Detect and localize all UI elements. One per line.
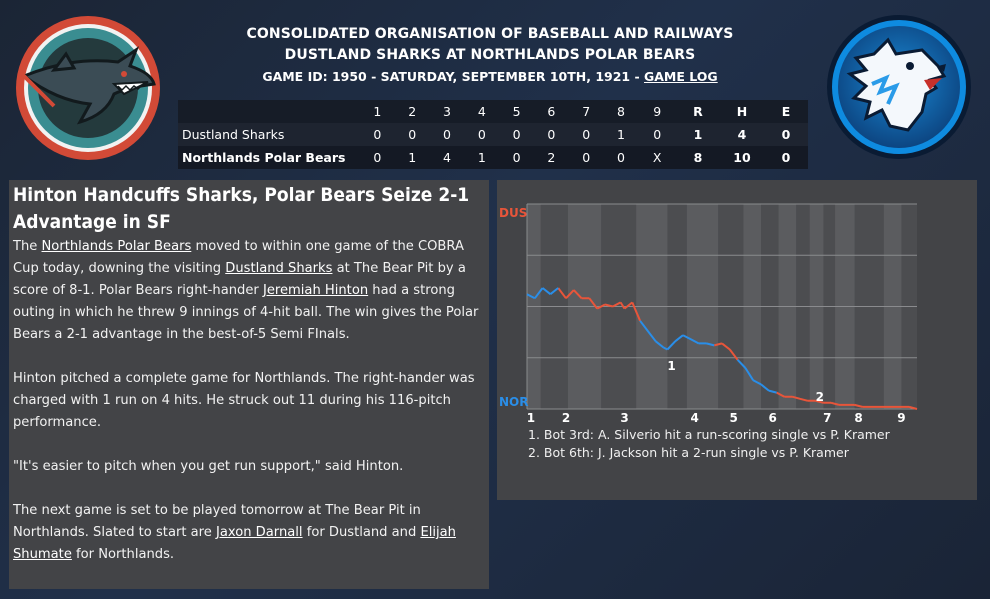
inning-header: 6 — [547, 104, 556, 119]
player-link-shumate[interactable]: Elijah Shumate — [13, 525, 456, 562]
inning-axis-label: 3 — [620, 411, 628, 425]
win-prob-line-nor — [526, 287, 777, 394]
inning-axis-label: 4 — [691, 411, 699, 425]
win-prob-line-dus — [557, 287, 918, 410]
away-team-row: Dustland Sharks 0 0 0 0 0 0 0 1 0 1 4 0 — [178, 123, 808, 146]
inning-axis-label: 6 — [769, 411, 777, 425]
line-score-header: 1 2 3 4 5 6 7 8 9 R H E — [178, 100, 808, 123]
inning-header: 7 — [582, 104, 591, 119]
story-text: The next game is set to be played tomorr… — [13, 503, 421, 540]
story-text: at The Bear Pit by a score of 8-1. Polar… — [13, 261, 466, 298]
home-errors: 0 — [781, 150, 791, 165]
inning-header: 1 — [373, 104, 382, 119]
inning-score: 1 — [477, 150, 486, 165]
inning-score: 1 — [617, 127, 625, 142]
team-header — [178, 100, 360, 123]
game-id-text: GAME ID: 1950 - SATURDAY, SEPTEMBER 10TH… — [262, 69, 644, 84]
home-hits: 10 — [733, 150, 751, 165]
inning-score: 0 — [512, 150, 521, 165]
story-paragraph-3: "It's easier to pitch when you get run s… — [13, 459, 404, 474]
game-story-panel: Hinton Handcuffs Sharks, Polar Bears Sei… — [9, 180, 489, 589]
player-link-hinton[interactable]: Jeremiah Hinton — [262, 283, 369, 298]
away-runs: 1 — [693, 127, 703, 142]
team-link-polar-bears[interactable]: Northlands Polar Bears — [41, 239, 192, 254]
league-name: CONSOLIDATED ORGANISATION OF BASEBALL AN… — [246, 26, 734, 42]
inning-score: 0 — [373, 150, 382, 165]
inning-score: 0 — [443, 127, 451, 142]
play-marker[interactable]: 1 — [667, 359, 675, 373]
inning-header: 2 — [408, 104, 417, 119]
inning-score: 2 — [547, 150, 556, 165]
inning-axis-label: 2 — [562, 411, 570, 425]
polar-bear-logo — [827, 15, 971, 159]
matchup-title: DUSTLAND SHARKS AT NORTHLANDS POLAR BEAR… — [284, 47, 696, 63]
story-text: for Dustland and — [302, 525, 421, 540]
runs-header: R — [693, 104, 703, 119]
game-id-line: GAME ID: 1950 - SATURDAY, SEPTEMBER 10TH… — [180, 69, 800, 84]
team-link-sharks[interactable]: Dustland Sharks — [225, 261, 333, 276]
story-text: for Northlands. — [71, 547, 175, 562]
inning-axis-label: 1 — [527, 411, 535, 425]
story-paragraph-4: The next game is set to be played tomorr… — [13, 500, 485, 566]
game-log-link[interactable]: GAME LOG — [644, 69, 718, 84]
inning-score: 0 — [653, 127, 662, 142]
away-hits: 4 — [737, 127, 747, 142]
errors-header: E — [781, 104, 791, 119]
inning-header: 9 — [653, 104, 662, 119]
inning-score: X — [652, 150, 662, 165]
inning-header: 4 — [477, 104, 486, 119]
y-label-dus: DUS — [499, 206, 527, 220]
inning-axis-label: 8 — [854, 411, 862, 425]
story-text: moved to within one game of the COBRA Cu… — [13, 239, 464, 276]
inning-score: 0 — [373, 127, 382, 142]
inning-header: 3 — [443, 104, 451, 119]
inning-axis-label: 9 — [897, 411, 905, 425]
away-team-name: Dustland Sharks — [182, 127, 285, 142]
inning-score: 0 — [512, 127, 521, 142]
inning-score: 0 — [617, 150, 625, 165]
inning-header: 5 — [512, 104, 521, 119]
home-team-name: Northlands Polar Bears — [182, 150, 346, 165]
inning-score: 0 — [408, 127, 417, 142]
shark-logo — [16, 16, 160, 160]
play-marker[interactable]: 2 — [816, 390, 824, 404]
inning-score: 4 — [443, 150, 451, 165]
y-label-nor: NOR — [499, 395, 528, 409]
inning-score: 0 — [582, 127, 591, 142]
win-prob-notes: 1. Bot 3rd: A. Silverio hit a run-scorin… — [528, 426, 890, 462]
story-text: The — [13, 239, 42, 254]
game-header: CONSOLIDATED ORGANISATION OF BASEBALL AN… — [180, 24, 800, 84]
story-text: had a strong outing in which he threw 9 … — [13, 283, 479, 342]
inning-header: 8 — [617, 104, 625, 119]
note-2: 2. Bot 6th: J. Jackson hit a 2-run singl… — [528, 445, 849, 460]
note-1: 1. Bot 3rd: A. Silverio hit a run-scorin… — [528, 427, 890, 442]
inning-score: 0 — [477, 127, 486, 142]
inning-score: 1 — [408, 150, 417, 165]
win-probability-chart: DUS NOR 1 2 3 4 5 6 7 8 9 1 2 — [499, 203, 918, 425]
inning-axis-label: 5 — [730, 411, 738, 425]
inning-score: 0 — [582, 150, 591, 165]
story-headline: Hinton Handcuffs Sharks, Polar Bears Sei… — [13, 184, 470, 233]
inning-axis-label: 7 — [823, 411, 831, 425]
away-errors: 0 — [781, 127, 791, 142]
story-paragraph-2: Hinton pitched a complete game for North… — [13, 371, 475, 430]
win-probability-panel: DUS NOR 1 2 3 4 5 6 7 8 9 1 2 1. Bot 3rd: A. Silv… — [497, 180, 977, 500]
home-team-row: Northlands Polar Bears 0 1 4 1 0 2 0 0 X… — [178, 146, 808, 169]
hits-header: H — [736, 104, 748, 119]
line-score-table: 1 2 3 4 5 6 7 8 9 R H E Dustland Sharks … — [178, 100, 808, 169]
player-link-darnall[interactable]: Jaxon Darnall — [215, 525, 303, 540]
story-paragraph-1: The Northlands Polar Bears moved to with… — [13, 236, 485, 346]
inning-score: 0 — [547, 127, 556, 142]
home-runs: 8 — [693, 150, 703, 165]
